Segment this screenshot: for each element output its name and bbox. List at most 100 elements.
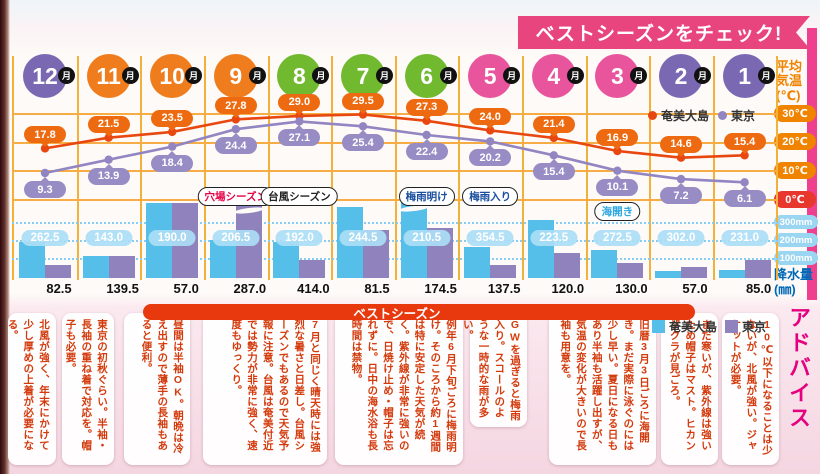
- temp-value-tokyo: 7.2: [660, 183, 702, 205]
- temp-value-amami: 21.4: [532, 115, 575, 137]
- temp-value-tokyo: 15.4: [532, 159, 575, 181]
- precip-bar-amami: [464, 247, 491, 278]
- temp-value-tokyo: 13.9: [87, 163, 130, 185]
- amami-bar-legend-label: 奄美大島: [669, 320, 718, 334]
- season-annotation: 台風シーズン: [261, 187, 338, 206]
- precip-bar-tokyo: [617, 263, 644, 278]
- temp-value-tokyo: 18.4: [151, 150, 194, 172]
- temp-value-amami: 29.5: [342, 92, 384, 114]
- precip-bar-amami: [655, 271, 681, 278]
- precip-value-tokyo: 130.0: [615, 281, 648, 296]
- precip-value-tokyo: 137.5: [487, 281, 521, 296]
- temp-value-tokyo: 22.4: [405, 139, 448, 160]
- best-season-bar: ベストシーズン: [143, 304, 695, 321]
- temp-axis-tick: 0℃: [774, 190, 816, 208]
- precip-bar-amami: [527, 220, 554, 278]
- advice-note-may: GWを過ぎると梅雨入り。スコールのような一時的な雨が多い。: [462, 313, 527, 427]
- page-binding-gutter: [0, 0, 10, 474]
- month-kanji-badge: 月: [312, 67, 330, 84]
- precip-bar-amami: [718, 270, 745, 278]
- precip-bar-tokyo: [45, 265, 71, 278]
- advice-note-aug-sep: 7月と同じく晴天時には強烈な暑さと日差し。台風シーズンでもあるので天気予報に注意…: [203, 313, 327, 465]
- precip-bar-tokyo: [108, 256, 135, 278]
- precip-value-amami: 190.0: [148, 230, 196, 246]
- month-kanji-badge: 月: [376, 67, 393, 84]
- month-kanji-badge: 月: [58, 67, 75, 84]
- temp-value-amami: 27.8: [214, 97, 257, 119]
- tokyo-line-legend-label: 東京: [731, 109, 756, 123]
- temp-value-tokyo: 10.1: [596, 174, 639, 196]
- precip-value-tokyo: 81.5: [364, 281, 390, 296]
- precip-value-amami: 231.0: [721, 230, 769, 246]
- precip-axis-tick: 200mm: [774, 233, 818, 247]
- temp-grid-line: [12, 199, 778, 201]
- precip-value-amami: 354.5: [466, 230, 514, 246]
- line-legend: 奄美大島 東京: [648, 107, 755, 124]
- temp-value-amami: 29.0: [278, 93, 321, 115]
- temp-value-amami: 24.0: [469, 108, 512, 130]
- precip-grid-line: [12, 222, 778, 224]
- temp-value-amami: 23.5: [151, 109, 194, 131]
- temp-value-amami: 21.5: [87, 115, 130, 137]
- precip-value-amami: 143.0: [85, 230, 133, 246]
- precip-bar-amami: [19, 242, 45, 278]
- precip-value-tokyo: 85.0: [745, 281, 772, 296]
- month-kanji-badge: 月: [757, 67, 775, 84]
- season-annotation: 梅雨入り: [462, 187, 519, 206]
- temp-axis-title: 平均 気温 (℃): [776, 59, 803, 103]
- precip-grid-line: [12, 240, 778, 242]
- advice-section-header: アドバイス: [786, 306, 811, 431]
- temp-axis-tick: 30℃: [774, 105, 816, 122]
- month-number: 5: [468, 54, 513, 98]
- month-circle-10月: 10 月: [150, 54, 203, 98]
- month-grid-line: [649, 56, 652, 280]
- advice-note-feb: まだ寒いが、紫外線は強いため帽子はマスト。ヒカンザクラが見ごろ。: [661, 313, 718, 465]
- precip-value-tokyo: 287.0: [233, 281, 267, 296]
- precip-value-amami: 206.5: [212, 230, 260, 246]
- temp-axis-tick: 20℃: [774, 133, 816, 150]
- tokyo-line-legend-dot: [718, 111, 728, 120]
- precip-value-amami: 302.0: [657, 230, 705, 246]
- precip-bar-tokyo: [553, 253, 580, 278]
- advice-note-nov: 東京の初秋ぐらい。半袖・長袖の重ね着で対応を。帽子も必要。: [62, 313, 114, 465]
- month-grid-line: [76, 56, 79, 280]
- temp-value-amami: 17.8: [24, 126, 66, 148]
- advice-note-mar-apr: 旧暦3月3日ごろに海開き。まだ実際に泳ぐのには少し早い。夏日になる日もあり半袖も…: [549, 313, 656, 465]
- temp-value-amami: 14.6: [660, 135, 702, 157]
- tokyo-bar-legend-label: 東京: [742, 320, 767, 334]
- month-grid-line: [394, 56, 397, 280]
- month-kanji-badge: 月: [630, 67, 648, 84]
- temp-value-tokyo: 9.3: [24, 177, 66, 198]
- best-season-label: ベストシーズン: [353, 306, 441, 321]
- temp-value-tokyo: 25.4: [342, 130, 384, 152]
- month-grid-line: [458, 56, 461, 280]
- month-kanji-badge: 月: [694, 67, 711, 84]
- precip-value-tokyo: 57.0: [682, 281, 708, 296]
- precip-bar-amami: [273, 242, 300, 278]
- season-annotation: 海開き: [594, 202, 641, 221]
- precip-bar-amami: [591, 250, 618, 278]
- month-circle-11月: 11 月: [86, 54, 139, 98]
- month-grid-line: [204, 56, 206, 280]
- best-season-check-banner: ベストシーズンをチェック!: [518, 16, 810, 49]
- precip-axis-tick: 300mm: [774, 215, 818, 229]
- precip-value-amami: 244.5: [339, 230, 387, 246]
- month-grid-line: [585, 56, 588, 280]
- temp-value-tokyo: 6.1: [723, 186, 766, 208]
- season-annotation: 梅雨明け: [398, 187, 455, 206]
- precip-bar-tokyo: [681, 267, 707, 278]
- precip-bar-tokyo: [299, 260, 326, 278]
- temp-value-tokyo: 27.1: [278, 125, 321, 147]
- precip-value-amami: 272.5: [593, 230, 641, 246]
- month-circle-12月: 12 月: [23, 54, 75, 98]
- month-grid-line: [331, 56, 334, 280]
- month-grid-line: [267, 56, 270, 280]
- temp-value-tokyo: 20.2: [469, 145, 512, 167]
- month-grid-line: [140, 56, 143, 280]
